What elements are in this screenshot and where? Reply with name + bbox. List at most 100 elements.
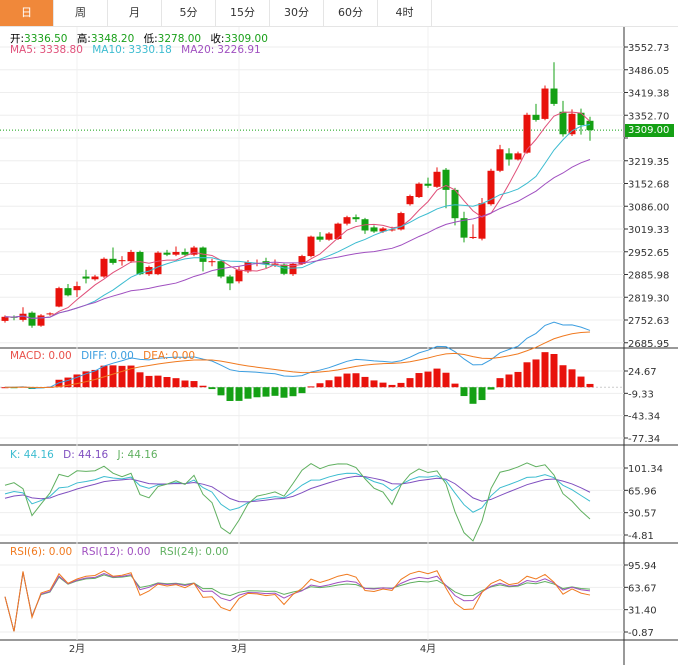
tab-30min[interactable]: 30分 bbox=[270, 0, 324, 26]
macd-bar bbox=[478, 387, 486, 401]
kdj-info: K: 44.16 D: 44.16 J: 44.16 bbox=[10, 449, 164, 461]
candle-body bbox=[487, 170, 495, 205]
macd-bar bbox=[82, 371, 90, 388]
j-line bbox=[4, 462, 591, 542]
low-value: 3278.00 bbox=[157, 33, 202, 45]
macd-bar bbox=[433, 368, 441, 388]
macd-bar bbox=[307, 386, 315, 388]
x-tick-label: 2月 bbox=[69, 643, 85, 655]
macd-value: MACD: 0.00 bbox=[10, 350, 72, 362]
ma20-value: 3226.91 bbox=[217, 44, 261, 56]
x-tick-label: 3月 bbox=[231, 643, 247, 655]
candle-body bbox=[235, 269, 243, 282]
candle-body bbox=[190, 247, 198, 255]
x-tick-label: 4月 bbox=[420, 643, 436, 655]
high-label: 高: bbox=[76, 33, 91, 45]
y-tick-label: 24.67 bbox=[628, 367, 657, 378]
macd-bar bbox=[406, 378, 414, 388]
low-label: 低: bbox=[143, 33, 158, 45]
y-tick-label: 101.34 bbox=[628, 464, 663, 475]
rsi6-line bbox=[4, 570, 591, 632]
y-tick-label: 3486.05 bbox=[628, 66, 669, 77]
macd-bar bbox=[190, 381, 198, 388]
macd-bar bbox=[271, 387, 279, 396]
y-tick-label: 3019.33 bbox=[628, 225, 669, 236]
ma20-label: MA20: bbox=[181, 44, 215, 56]
macd-bar bbox=[118, 365, 126, 388]
candle-body bbox=[316, 236, 324, 240]
rsi-info: RSI(6): 0.00 RSI(12): 0.00 RSI(24): 0.00 bbox=[10, 546, 235, 558]
y-tick-label: 95.94 bbox=[628, 561, 657, 572]
y-tick-label: -43.34 bbox=[628, 412, 660, 423]
dea-line bbox=[4, 331, 591, 388]
tab-week[interactable]: 周 bbox=[54, 0, 108, 26]
macd-bar bbox=[226, 387, 234, 401]
macd-bar bbox=[145, 375, 153, 388]
macd-bar bbox=[397, 382, 405, 388]
ma5-value: 3338.80 bbox=[39, 44, 83, 56]
y-tick-label: 30.57 bbox=[628, 509, 657, 520]
candle-body bbox=[46, 313, 54, 315]
macd-bar bbox=[568, 369, 576, 388]
rsi24-value: RSI(24): 0.00 bbox=[159, 546, 229, 558]
candle-body bbox=[145, 266, 153, 275]
y-tick-label: 3419.38 bbox=[628, 89, 669, 100]
macd-bar bbox=[208, 387, 216, 390]
candle-body bbox=[352, 217, 360, 220]
ma5-line bbox=[4, 111, 591, 319]
candle-body bbox=[154, 252, 162, 275]
ma10-label: MA10: bbox=[92, 44, 126, 56]
d-value: D: 44.16 bbox=[63, 449, 109, 461]
candle-body bbox=[118, 260, 126, 262]
candle-body bbox=[505, 153, 513, 160]
candle-body bbox=[406, 196, 414, 205]
candle-body bbox=[325, 233, 333, 240]
macd-bar bbox=[577, 376, 585, 388]
tab-4hour[interactable]: 4时 bbox=[378, 0, 432, 26]
macd-info: MACD: 0.00 DIFF: 0.00 DEA: 0.00 bbox=[10, 350, 201, 362]
j-value: J: 44.16 bbox=[117, 449, 158, 461]
ma-info: MA5: 3338.80 MA10: 3330.18 MA20: 3226.91 bbox=[10, 44, 267, 56]
macd-bar bbox=[541, 352, 549, 388]
candle-body bbox=[568, 113, 576, 135]
candle-body bbox=[343, 217, 351, 224]
candle-body bbox=[271, 263, 279, 265]
y-tick-label: 65.96 bbox=[628, 486, 657, 497]
macd-bar bbox=[487, 387, 495, 390]
candle-body bbox=[298, 256, 306, 264]
candle-body bbox=[280, 264, 288, 274]
candle-body bbox=[541, 88, 549, 119]
candle-body bbox=[127, 251, 135, 262]
candle-body bbox=[415, 183, 423, 198]
macd-bar bbox=[559, 365, 567, 388]
candle-body bbox=[208, 261, 216, 263]
macd-bar bbox=[325, 380, 333, 388]
candle-body bbox=[37, 315, 45, 326]
macd-bar bbox=[424, 371, 432, 388]
period-tabs: 日 周 月 5分 15分 30分 60分 4时 bbox=[0, 0, 678, 27]
candle-body bbox=[91, 276, 99, 280]
tab-60min[interactable]: 60分 bbox=[324, 0, 378, 26]
macd-bar bbox=[73, 374, 81, 388]
candle-body bbox=[442, 169, 450, 190]
candle-body bbox=[55, 288, 63, 307]
tab-day[interactable]: 日 bbox=[0, 0, 54, 26]
candle-body bbox=[64, 288, 72, 296]
macd-bar bbox=[154, 375, 162, 388]
tab-15min[interactable]: 15分 bbox=[216, 0, 270, 26]
tab-5min[interactable]: 5分 bbox=[162, 0, 216, 26]
tab-month[interactable]: 月 bbox=[108, 0, 162, 26]
candle-body bbox=[163, 252, 171, 255]
macd-bar bbox=[64, 377, 72, 388]
y-tick-label: -0.87 bbox=[628, 628, 654, 639]
candle-body bbox=[577, 112, 585, 126]
k-line bbox=[4, 472, 591, 513]
macd-bar bbox=[91, 369, 99, 388]
close-label: 收: bbox=[210, 33, 225, 45]
rsi12-value: RSI(12): 0.00 bbox=[81, 546, 151, 558]
diff-value: DIFF: 0.00 bbox=[81, 350, 134, 362]
candle-body bbox=[424, 183, 432, 186]
candle-body bbox=[1, 316, 9, 321]
y-tick-label: -77.34 bbox=[628, 434, 660, 445]
